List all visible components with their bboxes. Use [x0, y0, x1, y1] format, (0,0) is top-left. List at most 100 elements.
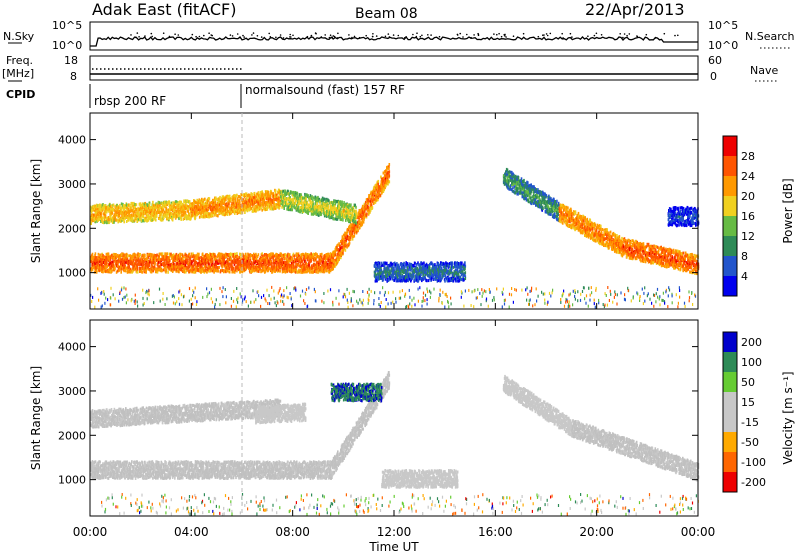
power-cell [303, 265, 305, 269]
nsearch-dot [348, 34, 350, 36]
power-cell [111, 255, 113, 259]
power-cell [187, 262, 190, 266]
power-cell [340, 253, 343, 257]
power-cell [150, 268, 153, 272]
power-cell [127, 216, 129, 220]
power-cell [356, 230, 358, 234]
power-cell [101, 208, 104, 212]
power-cell [322, 264, 325, 268]
power-cell [136, 270, 139, 274]
power-cell [254, 261, 256, 265]
power-cell [270, 252, 272, 256]
power-cell [334, 250, 337, 254]
power-cell [319, 268, 321, 272]
power-cell [189, 257, 192, 261]
power-cell [111, 253, 113, 257]
power-cell [342, 233, 345, 237]
power-cell [134, 206, 136, 210]
power-cell [120, 210, 123, 214]
power-cell [123, 258, 126, 261]
power-cell [386, 166, 389, 170]
power-cell [261, 269, 263, 273]
power-cell [182, 257, 184, 261]
power-cell [266, 254, 269, 257]
power-cell [371, 206, 374, 210]
power-cell [152, 200, 154, 204]
nsearch-dot [628, 33, 631, 35]
power-cell [154, 258, 156, 262]
power-cell [153, 211, 155, 215]
power-cell [333, 262, 335, 266]
power-cell [114, 216, 117, 220]
power-cell [108, 209, 111, 213]
nsearch-dot [416, 32, 418, 34]
power-cell [124, 264, 126, 268]
power-cell [307, 266, 310, 270]
nsearch-dot [421, 34, 423, 37]
power-cell [184, 267, 186, 271]
power-cell [144, 258, 147, 262]
power-cell [376, 193, 379, 197]
power-cell [231, 265, 233, 269]
power-cell [272, 252, 274, 256]
nsearch-dot [562, 37, 564, 39]
nsearch-dot [654, 37, 657, 39]
power-cell [269, 267, 271, 271]
power-cell [147, 255, 150, 259]
nsearch-dot [251, 34, 253, 36]
power-cell [91, 267, 94, 271]
power-cell [109, 258, 112, 262]
power-cell [140, 216, 142, 220]
nsearch-dot [595, 32, 598, 35]
power-cell [205, 258, 208, 262]
power-cell [167, 212, 169, 216]
power-cell [225, 252, 227, 256]
power-cell [95, 260, 97, 264]
power-cell [90, 268, 93, 272]
nsearch-dot [198, 35, 201, 38]
power-cell [112, 260, 114, 264]
power-cell [213, 268, 216, 272]
power-cell [178, 258, 181, 262]
power-cell [120, 264, 122, 268]
power-cell [103, 269, 106, 273]
power-cell [175, 252, 178, 256]
power-cell [96, 209, 98, 213]
power-cell [272, 257, 274, 261]
power-cell [191, 260, 193, 264]
power-cell [115, 256, 117, 259]
power-cell [132, 255, 135, 259]
power-cell [310, 252, 312, 256]
power-cell [93, 216, 96, 220]
power-cell [149, 260, 151, 264]
power-cell [265, 255, 267, 259]
power-cell [242, 269, 244, 273]
power-cell [159, 265, 161, 269]
power-cell [331, 256, 333, 260]
power-cell [286, 261, 288, 265]
power-cell [99, 205, 102, 209]
power-cell [296, 191, 299, 195]
nsearch-dot [144, 35, 146, 37]
power-cell [182, 255, 185, 259]
power-cell [114, 267, 116, 270]
power-cell [207, 256, 209, 260]
power-cell [143, 270, 146, 274]
power-cell [368, 194, 371, 198]
power-cell [98, 215, 100, 219]
power-cell [111, 210, 113, 214]
power-cell [359, 214, 361, 218]
power-cell [362, 214, 364, 218]
nsearch-dot [645, 33, 648, 36]
power-cell [315, 270, 318, 274]
power-cell [385, 177, 387, 180]
power-cell [141, 206, 144, 210]
power-cell [91, 252, 94, 256]
power-cell [388, 174, 391, 178]
power-cell [113, 252, 115, 256]
power-cell [223, 255, 225, 259]
power-cell [200, 260, 203, 264]
power-cell [185, 258, 188, 262]
power-cell [258, 267, 260, 270]
power-cell [291, 261, 293, 265]
